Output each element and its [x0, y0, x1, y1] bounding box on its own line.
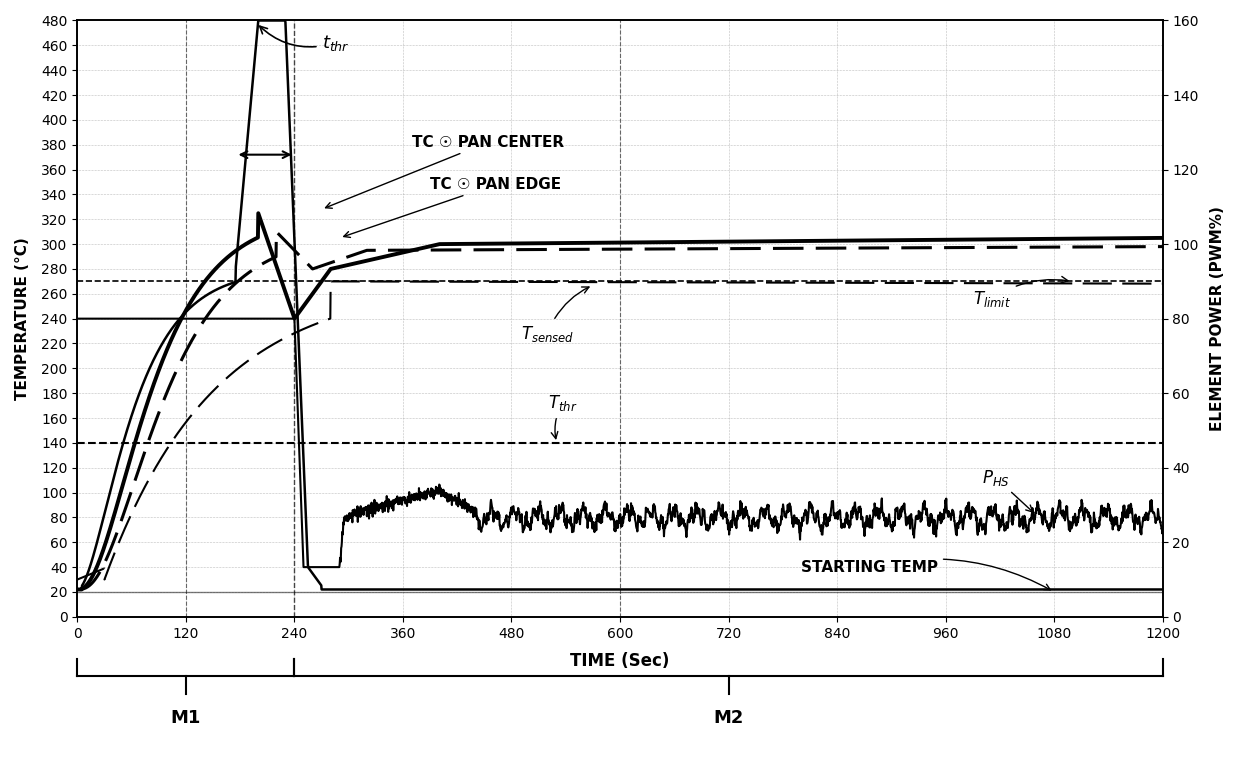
Text: M1: M1 [171, 710, 201, 727]
Text: $T_{thr}$: $T_{thr}$ [548, 393, 577, 439]
Text: $t_{thr}$: $t_{thr}$ [259, 26, 350, 53]
Text: $P_{HS}$: $P_{HS}$ [982, 468, 1033, 512]
Y-axis label: TEMPERATURE (°C): TEMPERATURE (°C) [15, 237, 30, 400]
Text: TC ☉ PAN EDGE: TC ☉ PAN EDGE [343, 177, 562, 237]
Text: M2: M2 [713, 710, 744, 727]
Text: TC ☉ PAN CENTER: TC ☉ PAN CENTER [326, 135, 564, 209]
Text: $T_{sensed}$: $T_{sensed}$ [521, 287, 589, 344]
X-axis label: TIME (Sec): TIME (Sec) [570, 652, 670, 670]
Y-axis label: ELEMENT POWER (PWM%): ELEMENT POWER (PWM%) [1210, 206, 1225, 431]
Text: STARTING TEMP: STARTING TEMP [801, 559, 1050, 590]
Text: $T_{limit}$: $T_{limit}$ [972, 276, 1068, 309]
